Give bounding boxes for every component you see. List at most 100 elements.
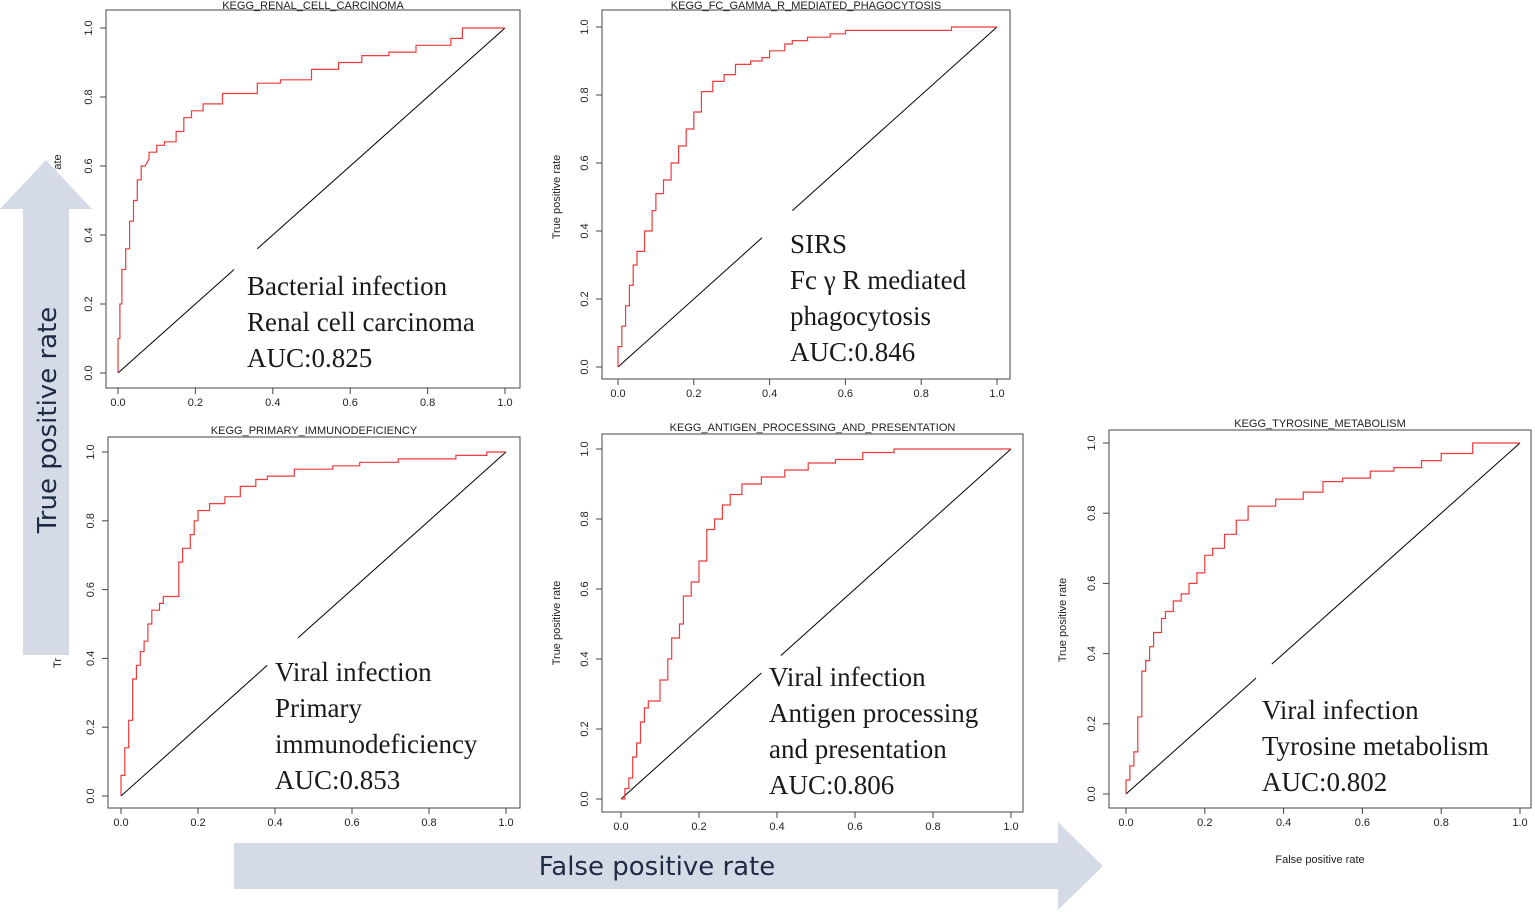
diagonal-reference-line — [117, 269, 235, 374]
x-tick-label: 0.6 — [838, 388, 853, 400]
x-tick-label: 0.6 — [343, 397, 358, 409]
roc-curve — [120, 451, 506, 796]
x-tick-label: 0.2 — [188, 397, 203, 409]
y-arrow-shape — [0, 160, 92, 655]
y-tick-label: 0.2 — [1086, 716, 1098, 731]
annotation-line: Viral infection — [275, 657, 432, 687]
y-tick-label: 1.0 — [579, 441, 591, 456]
x-tick-label: 0.2 — [1197, 817, 1212, 829]
roc-curve — [621, 448, 1011, 800]
x-tick-label: 0.8 — [420, 397, 435, 409]
diagonal-reference-line — [1125, 677, 1257, 795]
x-tick-label: 1.0 — [1003, 821, 1018, 833]
plot-title: KEGG_RENAL_CELL_CARCINOMA — [222, 0, 404, 12]
diagonal-reference-line — [256, 27, 506, 250]
plot-frame — [107, 436, 521, 809]
x-tick-label: 0.4 — [769, 821, 784, 833]
roc-panels: KEGG_RENAL_CELL_CARCINOMA 0.0 0.2 0.4 0.6 0.8… — [52, 0, 1532, 866]
annotation-line: AUC:0.853 — [275, 765, 400, 795]
y-tick-label: 0.4 — [579, 651, 591, 666]
plot-title: KEGG_TYROSINE_METABOLISM — [1234, 418, 1406, 430]
y-tick-label: 0.8 — [579, 87, 591, 102]
plot-title: KEGG_PRIMARY_IMMUNODEFICIENCY — [211, 425, 418, 437]
diagonal-reference-line — [617, 237, 763, 368]
y-axis-label: ate — [52, 154, 64, 169]
x-tick-label: 0.4 — [762, 388, 777, 400]
x-axis-arrow: False positive rate — [234, 822, 1103, 910]
annotation-line: and presentation — [769, 734, 947, 764]
y-tick-label: 0.6 — [85, 582, 97, 597]
x-tick-label: 0.2 — [691, 821, 706, 833]
annotation-line: AUC:0.802 — [1262, 767, 1387, 797]
x-tick-label: 0.6 — [1355, 817, 1370, 829]
y-tick-label: 0.6 — [1086, 576, 1098, 591]
plot-frame — [1108, 429, 1532, 809]
y-tick-label: 1.0 — [83, 20, 95, 35]
plot-frame — [601, 9, 1011, 380]
x-tick-label: 0.0 — [113, 817, 128, 829]
x-tick-label: 1.0 — [497, 397, 512, 409]
plot-frame — [105, 9, 521, 389]
x-tick-label: 1.0 — [498, 817, 513, 829]
x-tick-label: 0.8 — [914, 388, 929, 400]
y-axis-label: True positive rate — [551, 581, 563, 666]
plot-title: KEGG_FC_GAMMA_R_MEDIATED_PHAGOCYTOSIS — [671, 0, 941, 12]
x-tick-label: 0.2 — [686, 388, 701, 400]
x-tick-label: 0.0 — [613, 821, 628, 833]
annotation-line: SIRS — [790, 229, 847, 259]
x-tick-label: 1.0 — [1512, 817, 1527, 829]
y-tick-label: 0.4 — [1086, 646, 1098, 661]
plot-title: KEGG_ANTIGEN_PROCESSING_AND_PRESENTATION — [670, 422, 956, 434]
roc-panel: KEGG_ANTIGEN_PROCESSING_AND_PRESENTATION… — [551, 422, 1024, 833]
y-tick-label: 0.2 — [83, 296, 95, 311]
y-tick-label: 0.6 — [83, 158, 95, 173]
x-tick-label: 0.8 — [925, 821, 940, 833]
x-tick-label: 0.8 — [421, 817, 436, 829]
x-tick-label: 0.4 — [265, 397, 280, 409]
y-arrow-label: True positive rate — [33, 307, 63, 535]
x-tick-label: 1.0 — [989, 388, 1004, 400]
y-tick-label: 0.0 — [1086, 786, 1098, 801]
annotation-line: Viral infection — [769, 662, 926, 692]
y-tick-label: 0.0 — [85, 788, 97, 803]
y-tick-label: 0.2 — [579, 291, 591, 306]
x-arrow-shape — [234, 822, 1103, 910]
y-tick-label: 0.2 — [579, 721, 591, 736]
annotation-line: Primary — [275, 693, 362, 723]
x-tick-label: 0.6 — [847, 821, 862, 833]
y-tick-label: 0.0 — [83, 365, 95, 380]
roc-curve — [117, 27, 505, 373]
annotation-line: Antigen processing — [769, 698, 978, 728]
roc-panel: KEGG_TYROSINE_METABOLISM 0.0 0.2 0.4 0.6 0.8 1… — [1057, 418, 1532, 866]
x-tick-label: 0.6 — [344, 817, 359, 829]
roc-panel: KEGG_RENAL_CELL_CARCINOMA 0.0 0.2 0.4 0.6 0.8… — [52, 0, 521, 409]
annotation-line: Fc γ R mediated — [790, 265, 967, 295]
y-tick-label: 0.0 — [579, 359, 591, 374]
x-arrow-label: False positive rate — [539, 852, 776, 882]
x-tick-label: 0.0 — [1118, 817, 1133, 829]
annotation-line: phagocytosis — [790, 301, 931, 331]
y-tick-label: 1.0 — [1086, 435, 1098, 450]
y-tick-label: 0.2 — [85, 720, 97, 735]
diagonal-reference-line — [620, 672, 762, 800]
annotation-line: AUC:0.825 — [247, 343, 372, 373]
x-tick-label: 0.4 — [267, 817, 282, 829]
y-tick-label: 0.6 — [579, 581, 591, 596]
annotation-line: Bacterial infection — [247, 271, 448, 301]
y-tick-label: 0.8 — [1086, 506, 1098, 521]
annotation-line: Viral infection — [1262, 695, 1419, 725]
y-tick-label: 0.8 — [83, 89, 95, 104]
y-tick-label: 1.0 — [85, 444, 97, 459]
roc-curve — [617, 26, 997, 367]
y-tick-label: 0.0 — [579, 791, 591, 806]
annotation-line: AUC:0.846 — [790, 337, 915, 367]
y-axis-label: Tr — [52, 658, 64, 668]
y-tick-label: 0.6 — [579, 155, 591, 170]
diagonal-reference-line — [780, 448, 1012, 656]
roc-panel: KEGG_FC_GAMMA_R_MEDIATED_PHAGOCYTOSIS 0.0… — [551, 0, 1011, 400]
roc-panel: KEGG_PRIMARY_IMMUNODEFICIENCY 0.0 0.2 0.4 0.… — [52, 425, 521, 829]
diagonal-reference-line — [120, 664, 268, 797]
y-tick-label: 0.8 — [579, 511, 591, 526]
y-tick-label: 1.0 — [579, 19, 591, 34]
